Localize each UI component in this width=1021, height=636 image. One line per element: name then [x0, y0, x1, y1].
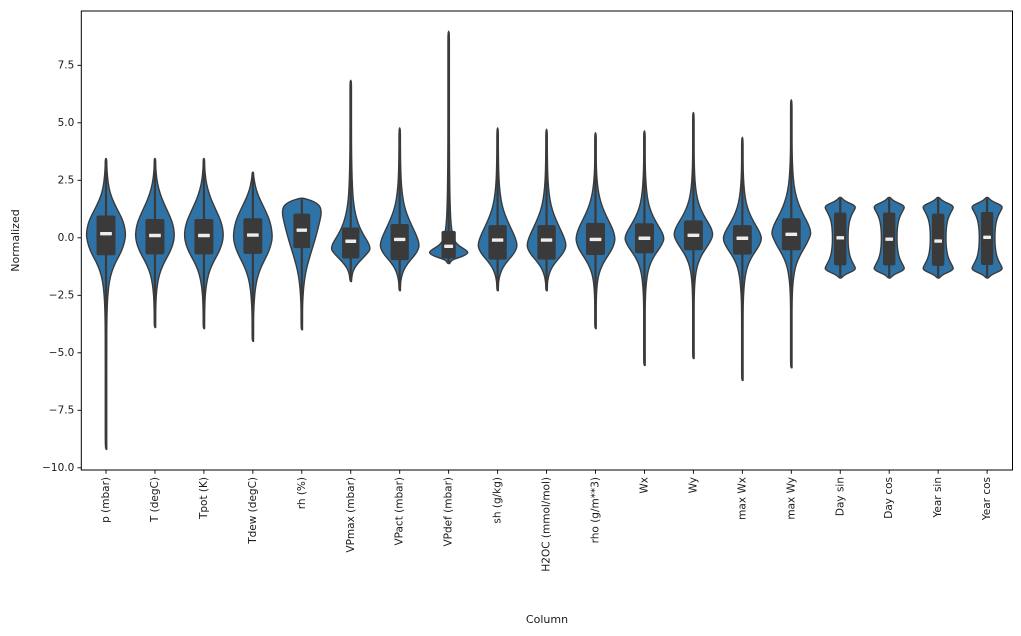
iqr-box	[342, 227, 360, 259]
median-dash	[444, 244, 454, 249]
violin-t-degc	[134, 157, 175, 329]
x-tick-label-year-cos: Year cos	[981, 477, 993, 521]
x-tick-label-day-sin: Day sin	[834, 477, 846, 516]
median-dash	[687, 233, 700, 237]
violin-rho-g-m-3	[575, 131, 616, 330]
x-tick-label-day-cos: Day cos	[883, 477, 895, 519]
y-tick-label-5-0: −5.0	[49, 347, 75, 359]
y-tick-label-2-5: 2.5	[58, 174, 75, 186]
median-dash	[198, 233, 210, 238]
median-dash	[934, 239, 943, 243]
violin-tpot-k	[183, 157, 224, 330]
median-dash	[540, 238, 553, 242]
whisker-line	[741, 138, 744, 380]
median-dash	[885, 237, 894, 241]
x-tick-label-vpact-mbar: VPact (mbar)	[394, 477, 406, 546]
median-dash	[638, 236, 651, 240]
x-tick-label-vpdef-mbar: VPdef (mbar)	[443, 477, 455, 547]
violin-vpmax-mbar	[330, 79, 371, 283]
whisker-line	[545, 130, 548, 290]
violin-max-wx	[722, 136, 762, 382]
iqr-box	[96, 215, 116, 256]
violin-sh-g-kg	[477, 127, 518, 292]
median-dash	[100, 231, 112, 236]
violin-day-sin	[824, 196, 856, 279]
violin-tdew-degc	[232, 171, 273, 342]
median-dash	[589, 237, 602, 242]
x-tick-label-sh-g-kg: sh (g/kg)	[492, 477, 504, 524]
median-dash	[983, 235, 991, 240]
violin-rh	[281, 197, 322, 331]
whisker-line	[251, 173, 254, 341]
median-dash	[785, 232, 798, 237]
median-dash	[491, 238, 504, 242]
x-tick-label-max-wx: max Wx	[736, 477, 748, 520]
x-tick-label-rho-g-m-3: rho (g/m**3)	[590, 477, 602, 543]
y-axis: 7.5 5.0 2.5 0.0 −2.5 −5.0 −7.5 −10.0	[42, 59, 82, 474]
y-tick-label-5-0: 5.0	[58, 117, 75, 129]
median-dash	[149, 233, 161, 238]
median-dash	[345, 239, 357, 243]
x-tick-label-max-wy: max Wy	[785, 477, 797, 520]
whisker-line	[447, 32, 450, 263]
x-tick-label-rh: rh (%)	[296, 477, 308, 509]
x-tick-label-tdew-degc: Tdew (degC)	[247, 477, 259, 545]
violin-max-wy	[771, 99, 812, 369]
violin-p-mbar	[85, 157, 127, 451]
iqr-box	[390, 224, 409, 261]
violin-wy	[673, 111, 714, 360]
x-tick-label-h2oc-mmol-mol: H2OC (mmol/mol)	[541, 477, 553, 572]
x-tick-label-t-degc: T (degC)	[149, 477, 161, 523]
y-tick-label-7-5: 7.5	[58, 59, 75, 71]
violins-layer	[85, 30, 1003, 451]
x-tick-label-vpmax-mbar: VPmax (mbar)	[345, 477, 357, 553]
violin-vpact-mbar	[379, 127, 420, 292]
y-tick-label-2-5: −2.5	[49, 289, 75, 301]
median-dash	[246, 233, 259, 237]
median-dash	[394, 237, 406, 242]
violin-day-cos	[873, 196, 905, 279]
x-axis-label: Column	[526, 613, 568, 626]
x-tick-label-wy: Wy	[687, 477, 699, 493]
whisker-line	[104, 159, 108, 449]
x-tick-label-tpot-k: Tpot (K)	[198, 477, 210, 520]
y-axis-label: Normalized	[9, 209, 22, 271]
y-tick-label-0-0: 0.0	[58, 232, 75, 244]
violin-year-cos	[971, 196, 1003, 279]
x-axis: p (mbar) T (degC) Tpot (K) Tdew (degC) rh (%…	[100, 470, 993, 572]
violin-vpdef-mbar	[428, 30, 469, 265]
median-dash	[296, 228, 308, 232]
violin-h2oc-mmol-mol	[526, 128, 567, 292]
median-dash	[836, 236, 845, 240]
x-tick-label-year-sin: Year sin	[932, 477, 944, 519]
y-tick-label-10-0: −10.0	[42, 462, 74, 474]
y-tick-label-7-5: −7.5	[49, 404, 75, 416]
violin-wx	[624, 130, 665, 367]
whisker-line	[398, 128, 401, 290]
x-tick-label-p-mbar: p (mbar)	[100, 477, 112, 523]
x-tick-label-wx: Wx	[638, 477, 650, 494]
whisker-line	[496, 128, 499, 290]
whisker-line	[300, 199, 303, 329]
median-dash	[736, 236, 749, 240]
whisker-line	[349, 81, 352, 281]
iqr-box	[488, 225, 507, 260]
violin-year-sin	[922, 196, 954, 279]
iqr-box	[537, 225, 556, 260]
